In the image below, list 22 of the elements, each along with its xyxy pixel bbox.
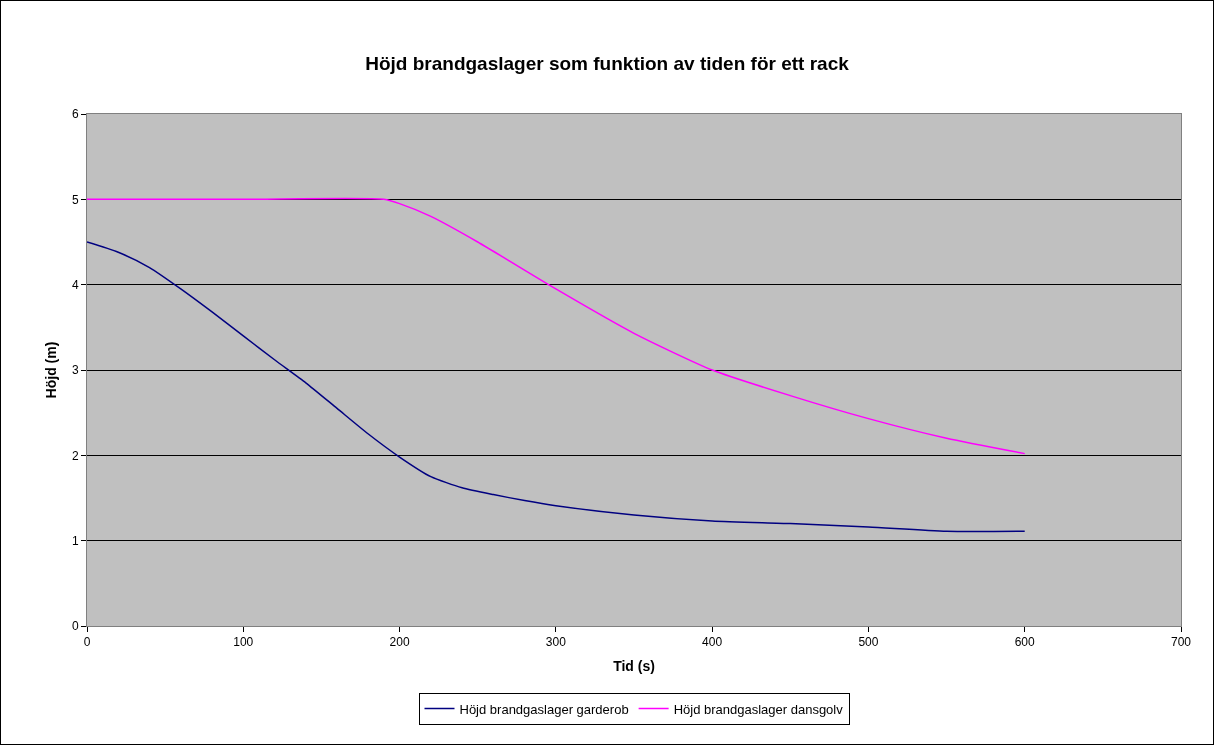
legend-label: Höjd brandgaslager dansgolv xyxy=(673,701,844,717)
y-tick-label: 3 xyxy=(71,363,79,378)
y-axis-title: Höjd (m) xyxy=(42,341,59,399)
line-series xyxy=(87,197,1026,455)
y-tick-label: 6 xyxy=(71,107,79,122)
y-tick-label: 2 xyxy=(71,448,79,463)
x-tick-label: 200 xyxy=(389,635,410,650)
x-axis-title: Tid (s) xyxy=(613,657,655,674)
x-tick-label: 0 xyxy=(83,635,91,650)
y-tick-label: 5 xyxy=(71,192,79,207)
y-tick-label: 0 xyxy=(71,619,79,634)
x-tick-label: 300 xyxy=(545,635,567,650)
x-tick-label: 100 xyxy=(233,635,254,650)
chart-title: Höjd brandgaslager som funktion av tiden för ett rack xyxy=(365,53,850,75)
line-series xyxy=(87,241,1026,533)
x-tick-label: 700 xyxy=(1170,635,1192,650)
x-tick-label: 400 xyxy=(702,635,723,650)
x-tick-label: 600 xyxy=(1014,635,1036,650)
legend-label: Höjd brandgaslager garderob xyxy=(459,701,629,717)
y-tick-label: 4 xyxy=(71,277,79,292)
x-tick-label: 500 xyxy=(858,635,879,650)
y-tick-label: 1 xyxy=(71,533,79,548)
